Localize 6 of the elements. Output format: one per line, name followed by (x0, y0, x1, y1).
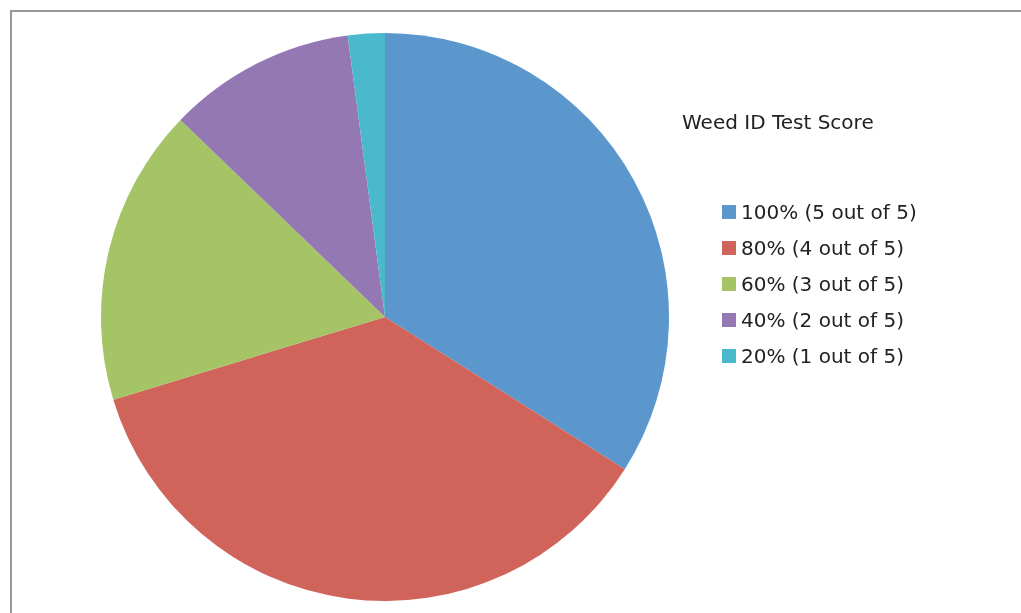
legend-label: 20% (1 out of 5) (741, 344, 904, 368)
legend-label: 60% (3 out of 5) (741, 272, 904, 296)
legend-label: 100% (5 out of 5) (741, 200, 917, 224)
legend-title: Weed ID Test Score (682, 110, 874, 134)
legend-label: 40% (2 out of 5) (741, 308, 904, 332)
legend-label: 80% (4 out of 5) (741, 236, 904, 260)
